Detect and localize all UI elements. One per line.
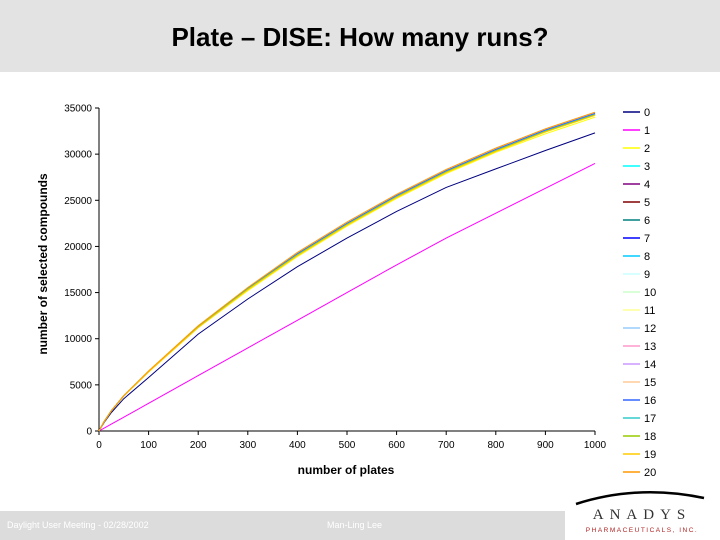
y-tick-label: 20000 xyxy=(64,242,92,253)
series-line-15 xyxy=(98,112,596,432)
x-axis: 0 100 200 300 400 500 600 700 800 900 1000 xyxy=(96,430,607,451)
y-axis-label: number of selected compounds xyxy=(36,173,50,355)
x-tick-label: 0 xyxy=(96,440,102,451)
x-tick-label: 300 xyxy=(239,440,256,451)
x-tick-label: 600 xyxy=(388,440,405,451)
series-lines xyxy=(98,111,596,432)
y-tick-label: 15000 xyxy=(64,288,92,299)
series-line-14 xyxy=(98,114,596,432)
legend-entry-17: 17 xyxy=(623,413,656,425)
x-tick-label: 1000 xyxy=(584,440,607,451)
series-line-5 xyxy=(98,113,596,432)
x-tick-label: 400 xyxy=(289,440,306,451)
series-line-7 xyxy=(98,113,596,432)
footer-event: Daylight User Meeting - 02/28/2002 xyxy=(7,520,149,530)
legend-label: 3 xyxy=(644,161,650,173)
legend-entry-1: 1 xyxy=(623,125,650,137)
series-line-18 xyxy=(98,114,596,432)
series-line-10 xyxy=(98,114,596,432)
y-tick-label: 30000 xyxy=(64,150,92,161)
legend-entry-2: 2 xyxy=(623,143,650,155)
legend-label: 11 xyxy=(644,305,655,317)
legend-entry-4: 4 xyxy=(623,179,650,191)
series-line-1 xyxy=(98,162,596,432)
legend-label: 14 xyxy=(644,359,656,371)
legend-label: 18 xyxy=(644,431,656,443)
legend-entry-3: 3 xyxy=(623,161,650,173)
series-line-20 xyxy=(98,111,596,432)
legend-label: 12 xyxy=(644,323,656,335)
series-line-19 xyxy=(98,114,596,432)
footer-author: Man-Ling Lee xyxy=(327,520,383,530)
y-tick-label: 5000 xyxy=(70,380,93,391)
legend-label: 16 xyxy=(644,395,656,407)
series-line-0 xyxy=(98,132,596,432)
y-tick-label: 25000 xyxy=(64,196,92,207)
legend-label: 2 xyxy=(644,143,650,155)
slide-title: Plate – DISE: How many runs? xyxy=(171,22,549,52)
legend-entry-8: 8 xyxy=(623,251,650,263)
series-line-2 xyxy=(98,116,596,432)
x-tick-label: 700 xyxy=(438,440,455,451)
legend-label: 7 xyxy=(644,233,650,245)
series-line-8 xyxy=(98,114,596,432)
series-line-4 xyxy=(98,113,596,432)
legend-label: 6 xyxy=(644,215,650,227)
series-line-13 xyxy=(98,114,596,432)
legend-entry-16: 16 xyxy=(623,395,656,407)
x-tick-label: 200 xyxy=(190,440,207,451)
series-line-16 xyxy=(98,113,596,432)
legend-entry-14: 14 xyxy=(623,359,656,371)
legend-label: 17 xyxy=(644,413,656,425)
series-line-11 xyxy=(98,114,596,432)
y-tick-label: 35000 xyxy=(64,104,92,115)
anadys-logo: ANADYS PHARMACEUTICALS, INC. xyxy=(575,490,705,534)
logo-wordmark: ANADYS xyxy=(593,507,692,523)
y-axis: 0 5000 10000 15000 20000 25000 30000 35000 xyxy=(64,104,100,438)
legend-label: 20 xyxy=(644,467,656,479)
legend-entry-0: 0 xyxy=(623,107,650,119)
legend-label: 8 xyxy=(644,251,650,263)
legend-label: 1 xyxy=(644,125,650,137)
legend-entry-18: 18 xyxy=(623,431,656,443)
logo-swoosh xyxy=(575,490,705,506)
title-band xyxy=(0,0,720,72)
legend-label: 9 xyxy=(644,269,650,281)
x-tick-label: 800 xyxy=(487,440,504,451)
series-line-12 xyxy=(98,114,596,432)
legend-entry-10: 10 xyxy=(623,287,656,299)
legend-entry-15: 15 xyxy=(623,377,656,389)
x-tick-label: 500 xyxy=(339,440,356,451)
legend-label: 13 xyxy=(644,341,656,353)
legend-label: 0 xyxy=(644,107,650,119)
series-line-17 xyxy=(98,114,596,432)
legend-entry-9: 9 xyxy=(623,269,650,281)
legend-entry-6: 6 xyxy=(623,215,650,227)
legend-entry-13: 13 xyxy=(623,341,656,353)
legend-label: 19 xyxy=(644,449,656,461)
series-line-3 xyxy=(98,114,596,432)
y-tick-label: 0 xyxy=(86,427,92,438)
legend-label: 10 xyxy=(644,287,656,299)
legend-label: 15 xyxy=(644,377,656,389)
x-axis-label: number of plates xyxy=(298,463,395,477)
legend-entry-11: 11 xyxy=(623,305,655,317)
footer-bar xyxy=(0,511,565,540)
y-tick-label: 10000 xyxy=(64,334,92,345)
logo-subtext: PHARMACEUTICALS, INC. xyxy=(586,527,698,534)
legend-entry-5: 5 xyxy=(623,197,650,209)
legend-label: 5 xyxy=(644,197,650,209)
legend-entry-12: 12 xyxy=(623,323,656,335)
legend-entry-20: 20 xyxy=(623,467,656,479)
x-tick-label: 900 xyxy=(537,440,554,451)
legend-entry-19: 19 xyxy=(623,449,656,461)
legend-entry-7: 7 xyxy=(623,233,650,245)
series-line-6 xyxy=(98,114,596,432)
legend-label: 4 xyxy=(644,179,650,191)
series-line-9 xyxy=(98,114,596,432)
x-tick-label: 100 xyxy=(140,440,157,451)
